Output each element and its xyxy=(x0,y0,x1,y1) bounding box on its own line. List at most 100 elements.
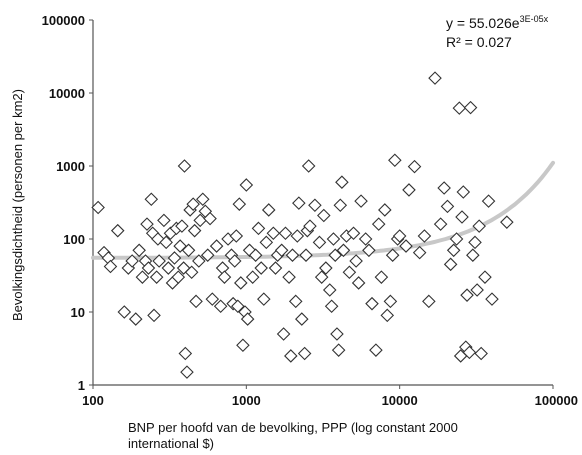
data-point xyxy=(446,243,461,258)
data-point xyxy=(299,248,313,262)
data-point xyxy=(371,217,386,231)
data-point xyxy=(349,254,363,268)
data-point xyxy=(303,219,317,233)
data-point xyxy=(314,270,329,284)
data-point xyxy=(500,215,514,229)
data-point xyxy=(178,346,193,361)
data-point xyxy=(288,294,303,309)
data-point xyxy=(239,178,254,192)
data-point xyxy=(331,343,346,357)
data-point xyxy=(187,223,202,238)
y-tick-label: 1 xyxy=(78,378,85,393)
y-tick-group: 1 10 100 1000 10000 100000 xyxy=(42,13,93,393)
data-point xyxy=(266,226,281,240)
data-point xyxy=(180,365,194,379)
data-point xyxy=(399,239,413,253)
data-point xyxy=(417,229,432,243)
data-point xyxy=(333,198,348,213)
data-point xyxy=(301,159,316,173)
data-point xyxy=(324,299,339,313)
data-point xyxy=(460,288,474,302)
data-point xyxy=(261,203,276,217)
data-point xyxy=(135,270,150,284)
data-point xyxy=(322,283,337,297)
data-point xyxy=(346,226,361,240)
data-point xyxy=(186,197,200,211)
data-point xyxy=(412,245,427,260)
x-axis-label-line1: BNP per hoofd van de bevolking, PPP (log… xyxy=(128,420,458,435)
data-point xyxy=(229,229,244,243)
r-squared: R² = 0.027 xyxy=(446,34,512,50)
data-point xyxy=(203,211,217,226)
data-point xyxy=(184,265,199,280)
data-point xyxy=(147,308,161,323)
data-point xyxy=(232,197,247,211)
data-point xyxy=(292,196,306,210)
data-point xyxy=(181,243,196,258)
data-point xyxy=(149,270,164,284)
data-point xyxy=(358,232,373,246)
trendline-equation: y = 55.026e3E-05x xyxy=(446,14,549,31)
data-point xyxy=(328,248,343,262)
y-tick-label: 1000 xyxy=(56,159,85,174)
data-point xyxy=(215,261,230,275)
data-point xyxy=(132,243,146,258)
data-point xyxy=(276,327,291,341)
data-point xyxy=(297,346,312,361)
data-point xyxy=(240,312,255,326)
data-point xyxy=(443,257,458,272)
data-point xyxy=(380,308,395,323)
data-point xyxy=(456,185,471,199)
data-point xyxy=(385,248,400,262)
data-point xyxy=(110,223,125,238)
data-point xyxy=(285,248,300,262)
data-point xyxy=(336,243,351,258)
data-point xyxy=(231,299,245,313)
data-point xyxy=(407,159,422,174)
data-point xyxy=(470,283,484,297)
data-point xyxy=(335,175,349,189)
data-point xyxy=(378,203,392,217)
data-point xyxy=(437,181,451,195)
data-point xyxy=(167,251,182,265)
data-point xyxy=(196,192,210,207)
data-point xyxy=(236,338,250,353)
data-point xyxy=(248,248,263,262)
data-point xyxy=(308,198,322,213)
data-point xyxy=(234,276,248,290)
data-point xyxy=(254,261,268,275)
y-tick-label: 10000 xyxy=(49,86,85,101)
data-point xyxy=(259,235,274,250)
data-point xyxy=(326,232,341,246)
data-point xyxy=(227,254,242,268)
y-tick-label: 10 xyxy=(71,305,85,320)
data-point xyxy=(312,235,327,250)
data-point xyxy=(365,296,379,311)
data-point xyxy=(268,261,283,275)
x-tick-group: 100 1000 10000 100000 xyxy=(82,385,578,408)
data-point xyxy=(284,349,298,363)
data-point xyxy=(449,232,464,246)
x-tick-label: 100 xyxy=(82,393,104,408)
data-point xyxy=(374,270,389,284)
data-point xyxy=(200,248,215,262)
data-point xyxy=(251,221,266,236)
data-point xyxy=(141,261,156,275)
data-points xyxy=(91,71,514,379)
data-point xyxy=(125,254,139,268)
data-point xyxy=(161,261,176,275)
data-point xyxy=(351,276,366,290)
data-point xyxy=(388,153,402,167)
data-point xyxy=(278,226,293,240)
data-point xyxy=(452,101,467,115)
data-point xyxy=(217,270,232,284)
data-point xyxy=(205,292,220,306)
data-point xyxy=(213,299,228,313)
data-point xyxy=(369,343,383,357)
data-point xyxy=(402,183,416,197)
x-axis-label-line2: international $) xyxy=(128,436,214,451)
data-point xyxy=(481,194,496,208)
data-point xyxy=(171,270,186,284)
data-point xyxy=(362,243,376,258)
